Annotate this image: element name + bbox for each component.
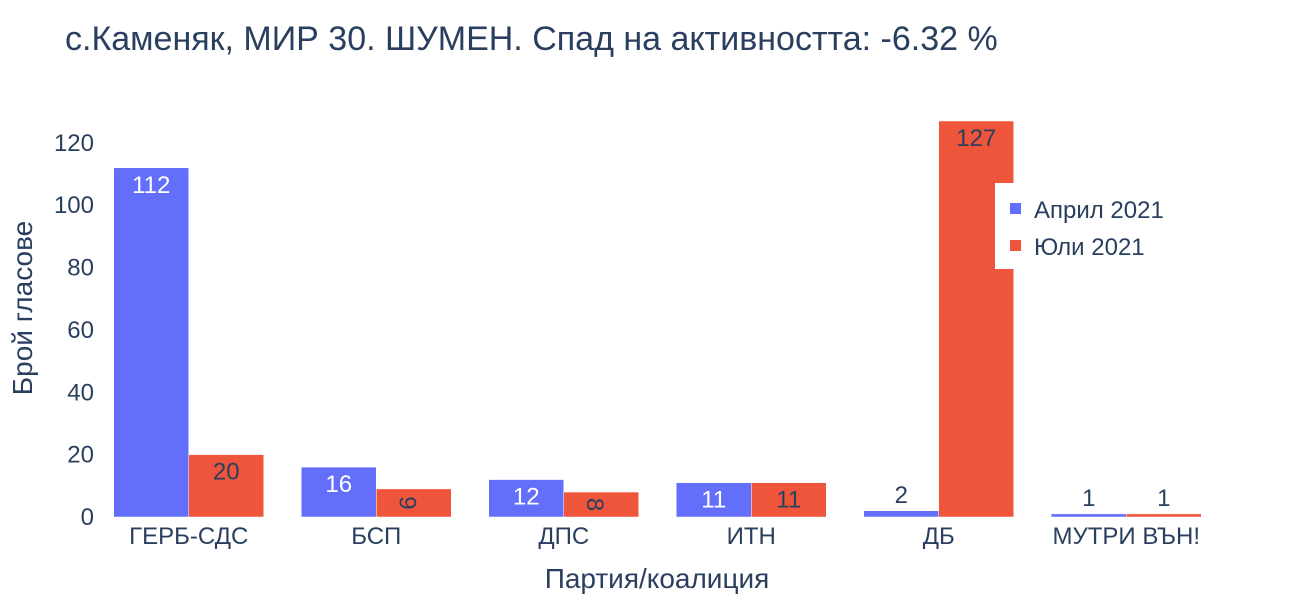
legend-label-july-2021[interactable]: Юли 2021 <box>1034 234 1145 261</box>
x-tick-label: БСП <box>351 523 401 550</box>
bar-value-label: 12 <box>513 484 540 511</box>
x-tick-label: ДБ <box>923 523 955 550</box>
bar[interactable] <box>938 120 1014 518</box>
bar-value-label: 8 <box>581 498 608 511</box>
y-tick-label: 120 <box>54 130 94 157</box>
bar[interactable] <box>863 510 939 518</box>
bar-value-label: 2 <box>895 482 908 509</box>
bar-value-label: 127 <box>956 125 996 152</box>
x-tick-label: ИТН <box>727 523 776 550</box>
x-tick-label: ДПС <box>538 523 589 550</box>
bar-value-label: 112 <box>132 172 170 199</box>
y-tick-label: 40 <box>67 379 94 406</box>
bar-value-label: 11 <box>701 487 726 514</box>
bar-value-label: 9 <box>393 496 420 509</box>
bar[interactable] <box>751 482 827 518</box>
y-tick-label: 100 <box>54 192 94 219</box>
bar[interactable] <box>563 491 639 518</box>
bar-value-label: 11 <box>776 487 801 514</box>
legend-swatch-july-2021[interactable] <box>1010 240 1021 251</box>
bar[interactable] <box>676 482 752 518</box>
bar[interactable] <box>301 466 377 518</box>
y-axis-title: Брой гласове <box>7 221 38 395</box>
bar[interactable] <box>188 454 264 518</box>
bar-value-label: 1 <box>1082 485 1095 512</box>
chart-title: с.Каменяк, МИР 30. ШУМЕН. Спад на активн… <box>65 20 998 58</box>
x-tick-label: МУТРИ ВЪН! <box>1053 523 1200 550</box>
bar-value-label: 1 <box>1157 485 1170 512</box>
x-axis-ticks: ГЕРБ-СДС БСП ДПС ИТН ДБ МУТРИ ВЪН! <box>129 523 1200 550</box>
legend: Април 2021 Юли 2021 <box>995 183 1195 269</box>
y-tick-label: 60 <box>67 317 94 344</box>
bar[interactable] <box>113 167 189 518</box>
bar-value-label: 16 <box>325 471 352 498</box>
bar-value-label: 20 <box>213 459 240 486</box>
bar[interactable] <box>1126 513 1202 518</box>
bar[interactable] <box>488 479 564 518</box>
x-axis-title: Партия/коалиция <box>545 563 770 594</box>
y-axis-ticks: 0 20 40 60 80 100 120 <box>54 130 94 531</box>
x-tick-label: ГЕРБ-СДС <box>129 523 248 550</box>
legend-swatch-april-2021[interactable] <box>1010 203 1021 214</box>
bar[interactable] <box>376 488 452 518</box>
legend-label-april-2021[interactable]: Април 2021 <box>1034 197 1164 224</box>
bar[interactable] <box>1051 513 1127 518</box>
legend-background <box>995 183 1195 269</box>
y-tick-label: 0 <box>81 504 94 531</box>
y-tick-label: 20 <box>67 442 94 469</box>
y-tick-label: 80 <box>67 255 94 282</box>
